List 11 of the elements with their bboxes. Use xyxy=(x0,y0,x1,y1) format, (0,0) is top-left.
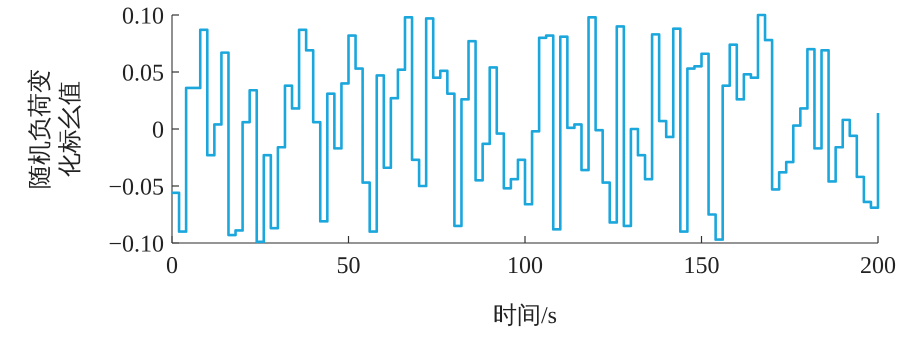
y-tick-label: −0.10 xyxy=(108,231,164,258)
y-tick-label: −0.05 xyxy=(108,174,164,200)
y-axis-title: 随机负荷变化标幺值 xyxy=(26,69,84,189)
x-tick-label: 200 xyxy=(860,253,896,279)
x-axis-title: 时间/s xyxy=(492,303,558,329)
y-tick-label: 0 xyxy=(152,117,164,144)
x-tick-label: 150 xyxy=(684,253,720,279)
x-tick-label: 50 xyxy=(336,253,360,279)
y-tick-label: 0.05 xyxy=(122,60,164,86)
x-tick-label: 100 xyxy=(507,253,543,279)
y-tick-label: 0.10 xyxy=(122,3,164,30)
